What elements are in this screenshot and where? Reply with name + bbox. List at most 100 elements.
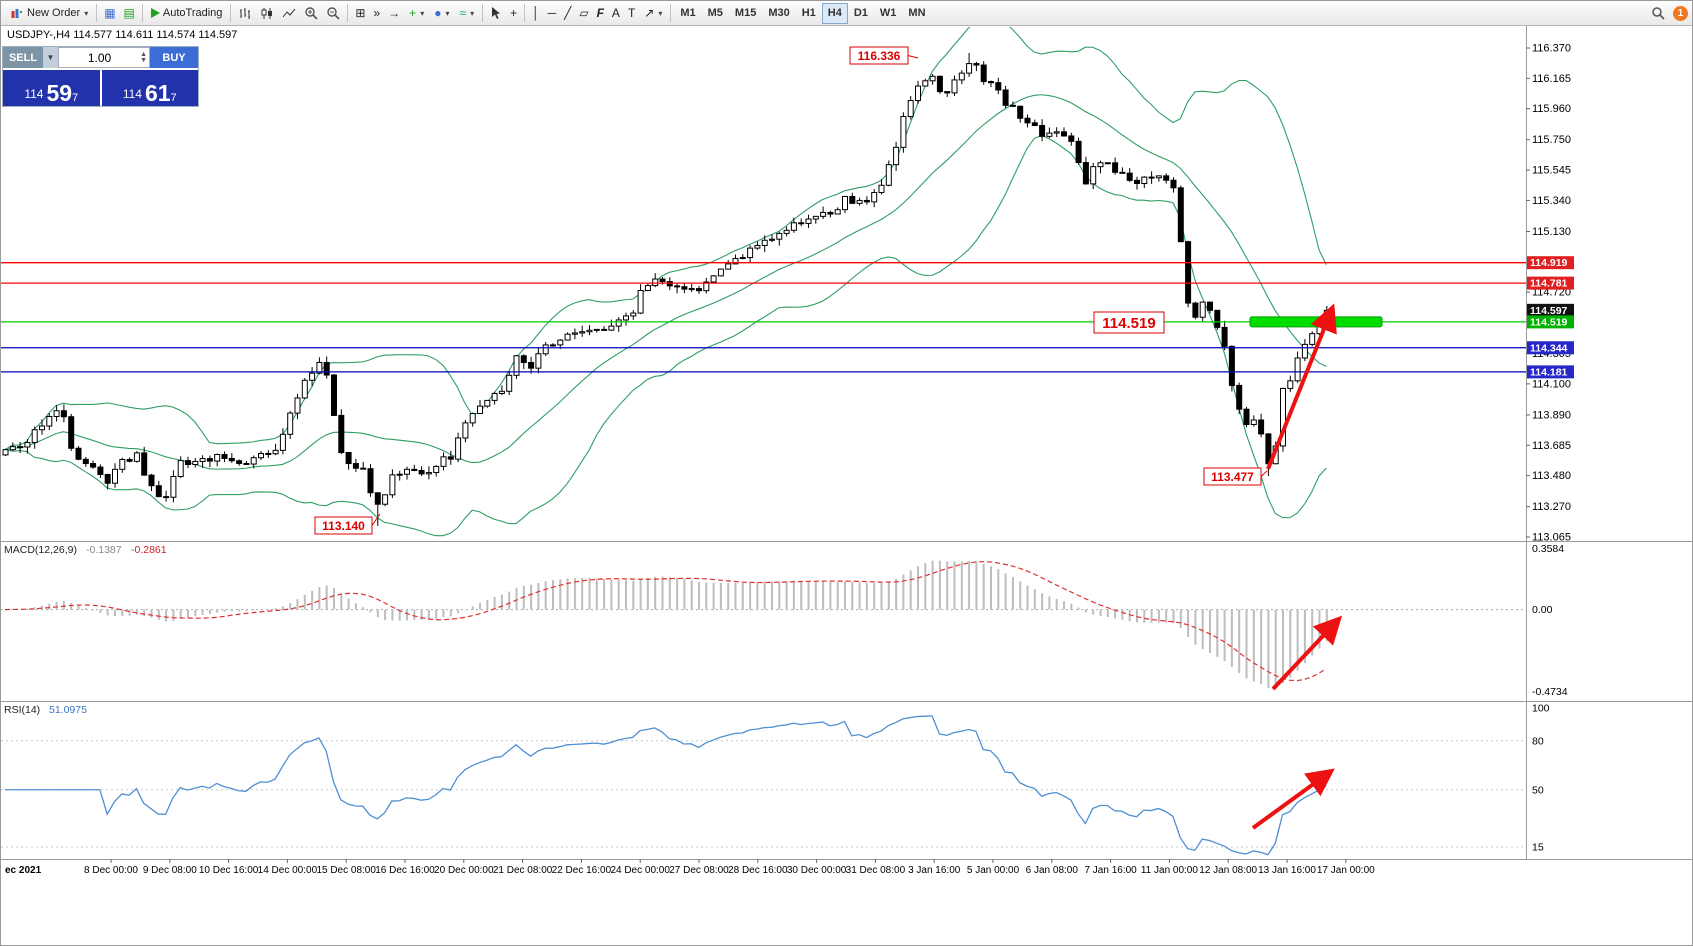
timeframe-m30-button[interactable]: M30 (762, 3, 795, 24)
trendline-button[interactable]: ╱ (560, 3, 575, 24)
macd-value-main: -0.1387 (86, 544, 122, 556)
annotation-label: 114.519 (1102, 315, 1155, 332)
timeframe-m15-button[interactable]: M15 (729, 3, 762, 24)
candle-body (345, 451, 352, 465)
time-axis-label: ec 2021 (5, 865, 42, 876)
candlestick-chart-button[interactable] (256, 3, 278, 24)
chart-window-button[interactable]: ▦ (100, 3, 119, 24)
indicators-button[interactable]: ≈ ▾ (454, 3, 479, 24)
candle-body (615, 319, 622, 327)
new-chart-button[interactable]: + ▾ (404, 3, 429, 24)
timeframe-h4-button[interactable]: H4 (821, 2, 848, 24)
buy-button[interactable]: BUY (150, 47, 198, 68)
autotrading-button[interactable]: AutoTrading (146, 3, 228, 24)
terminal-icon: ▤ (123, 6, 135, 20)
trend-arrow[interactable] (1266, 303, 1337, 470)
candle-body (360, 467, 367, 470)
trend-arrow[interactable] (1271, 615, 1343, 691)
order-type-dropdown[interactable]: ▼ (43, 47, 58, 68)
candle-body (506, 374, 513, 392)
candle-body (849, 196, 856, 204)
timeframe-h1-button[interactable]: H1 (796, 3, 822, 24)
lot-decrement-button[interactable]: ▼ (140, 56, 147, 64)
candle-body (535, 353, 542, 369)
candle-body (1082, 162, 1089, 185)
trend-arrow[interactable] (1251, 768, 1335, 830)
new-order-button[interactable]: New Order ▾ (5, 3, 93, 24)
timeframe-m5-button[interactable]: M5 (702, 3, 729, 24)
profiles-button[interactable]: ● ▾ (429, 3, 454, 24)
macd-layer (1, 560, 1526, 689)
zoom-out-button[interactable] (322, 3, 344, 24)
price-tag (1527, 276, 1574, 290)
price-tag (1527, 315, 1574, 329)
tile-windows-button[interactable]: ⊞ (351, 3, 369, 24)
zoom-in-button[interactable] (300, 3, 322, 24)
annotation-box[interactable] (314, 516, 373, 535)
new-order-label: New Order (27, 7, 81, 19)
price-tag-label: 114.344 (1530, 342, 1568, 354)
rsi-label: RSI(14) (4, 704, 40, 716)
macd-scale-label: -0.4734 (1532, 686, 1568, 698)
terminal-button[interactable]: ▤ (120, 3, 139, 24)
notification-badge[interactable]: 1 (1673, 5, 1688, 21)
rsi-scale-label: 15 (1532, 842, 1544, 854)
candle-body (703, 281, 710, 292)
horizontal-line-icon: ─ (547, 6, 557, 20)
time-axis-label: 8 Dec 00:00 (84, 865, 138, 876)
support-zone-highlight[interactable] (1249, 316, 1383, 328)
search-button[interactable] (1647, 3, 1669, 24)
candle-body (885, 164, 892, 186)
candle-body (856, 199, 863, 204)
chart-shift-button[interactable]: → (384, 3, 404, 24)
text-label-button[interactable]: T (624, 3, 639, 24)
candle-body (513, 355, 520, 376)
sell-price-button[interactable]: 114 59 7 (3, 70, 100, 106)
auto-scroll-button[interactable]: » (369, 3, 384, 24)
candle-body (929, 75, 936, 82)
time-axis-label: 31 Dec 08:00 (846, 865, 906, 876)
annotation-box[interactable] (849, 46, 909, 65)
sell-button[interactable]: SELL (3, 47, 43, 68)
line-chart-button[interactable] (278, 3, 300, 24)
buy-price-button[interactable]: 114 61 7 (101, 70, 198, 106)
time-axis-label: 3 Jan 16:00 (908, 865, 961, 876)
timeframe-mn-button[interactable]: MN (902, 3, 931, 24)
bar-chart-button[interactable] (234, 3, 256, 24)
candle-body (586, 329, 593, 333)
candle-body (228, 457, 235, 462)
annotation-box[interactable] (1203, 467, 1262, 486)
candle-body (520, 355, 527, 363)
candle-body (352, 463, 359, 469)
annotation-box[interactable] (1093, 311, 1165, 334)
candle-body (9, 446, 16, 451)
crosshair-button[interactable]: + (506, 3, 521, 24)
cursor-button[interactable] (486, 3, 506, 24)
timeframe-d1-button[interactable]: D1 (848, 3, 874, 24)
candle-body (1009, 104, 1016, 107)
candle-body (374, 492, 381, 505)
candle-body (966, 63, 973, 74)
channel-button[interactable]: ▱ (575, 3, 592, 24)
fibonacci-button[interactable]: F (593, 3, 608, 24)
horizontal-line-button[interactable]: ─ (544, 3, 561, 24)
buy-price-point: 7 (170, 92, 177, 104)
text-button[interactable]: A (608, 3, 624, 24)
timeframe-m1-button[interactable]: M1 (674, 3, 701, 24)
vertical-line-button[interactable]: │ (528, 3, 544, 24)
candle-body (1214, 309, 1221, 328)
lot-increment-button[interactable]: ▲ (140, 50, 147, 58)
time-axis-label: 22 Dec 16:00 (552, 865, 612, 876)
arrows-tool-button[interactable]: ↗ ▾ (639, 3, 667, 24)
candle-body (389, 474, 396, 496)
candle-body (542, 344, 549, 355)
candle-body (411, 468, 418, 472)
lot-size-input[interactable]: 1.00 (87, 50, 112, 65)
candle-body (258, 452, 264, 459)
macd-signal-line (4, 561, 1327, 682)
timeframe-w1-button[interactable]: W1 (874, 3, 903, 24)
lot-spinner: ▲ ▼ (140, 50, 149, 64)
lot-size-field: 1.00 ▲ ▼ (58, 47, 150, 68)
candle-body (462, 422, 469, 439)
